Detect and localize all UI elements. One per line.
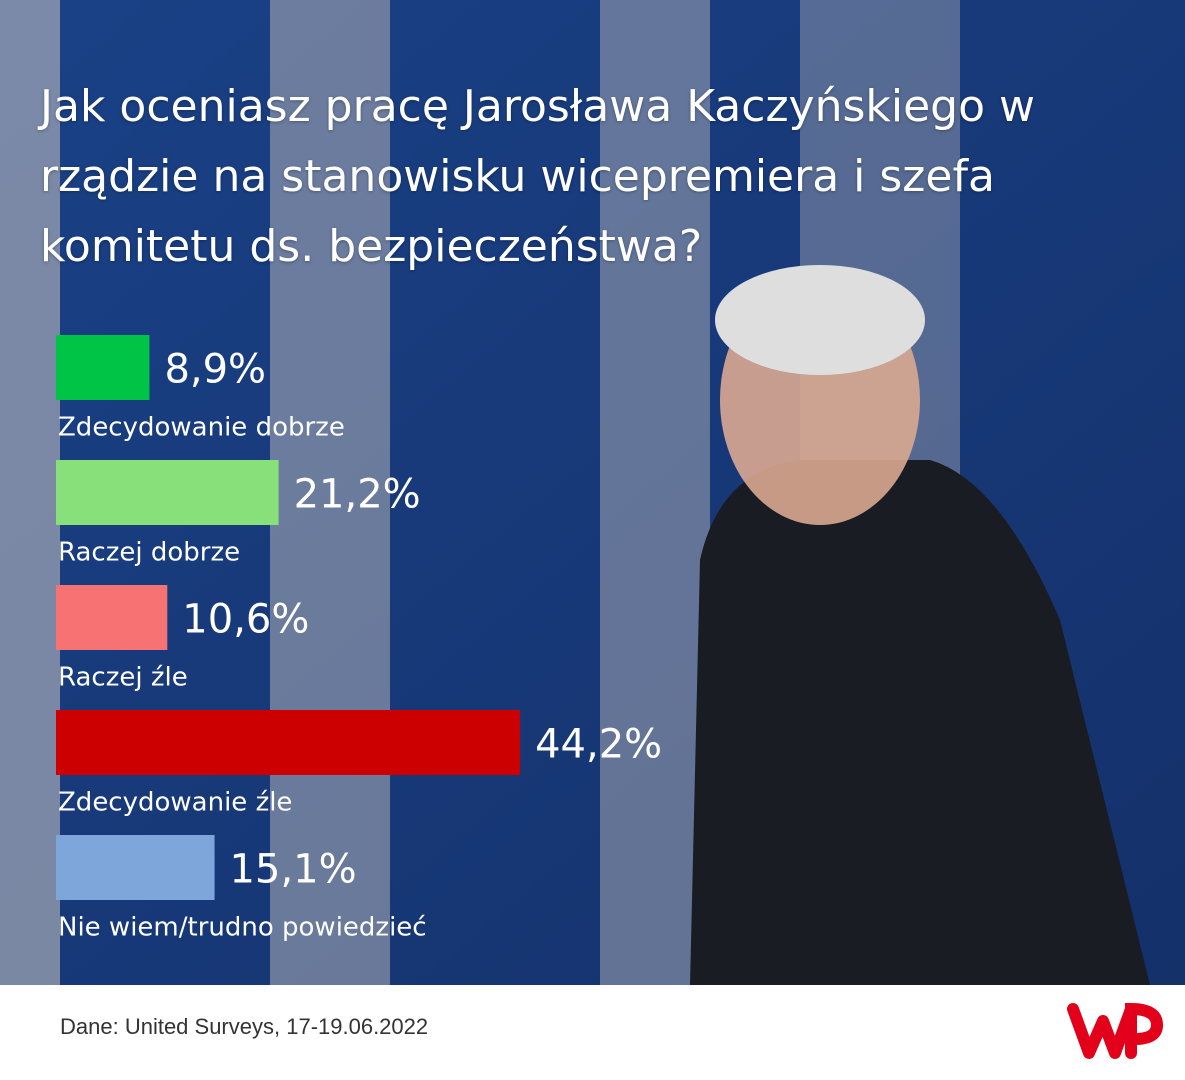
category-label: Zdecydowanie dobrze	[58, 413, 345, 443]
flag-stripe	[600, 0, 710, 985]
value-label: 21,2%	[294, 472, 421, 518]
value-label: 8,9%	[164, 347, 266, 393]
value-label: 10,6%	[182, 597, 309, 643]
bar	[56, 585, 168, 650]
category-label: Zdecydowanie źle	[58, 788, 292, 818]
bar	[56, 710, 521, 775]
flag-stripe	[0, 0, 60, 985]
bar	[56, 835, 215, 900]
flag-stripe	[270, 0, 390, 985]
person-silhouette	[690, 460, 1150, 985]
chart: 8,9% Zdecydowanie dobrze 21,2% Raczej dobrz…	[0, 0, 1185, 985]
category-label: Nie wiem/trudno powiedzieć	[58, 913, 427, 943]
source: Dane: United Surveys, 17-19.06.2022	[60, 1014, 429, 1039]
bar	[56, 460, 279, 525]
bar	[56, 335, 150, 400]
logo	[1067, 1002, 1164, 1059]
category-label: Raczej dobrze	[58, 538, 240, 568]
chart-title: Jak oceniasz pracę Jarosława Kaczyńskieg…	[40, 81, 1035, 272]
value-label: 44,2%	[535, 722, 662, 768]
category-label: Raczej źle	[58, 663, 188, 693]
value-label: 15,1%	[230, 847, 357, 893]
person-hair	[715, 265, 925, 375]
